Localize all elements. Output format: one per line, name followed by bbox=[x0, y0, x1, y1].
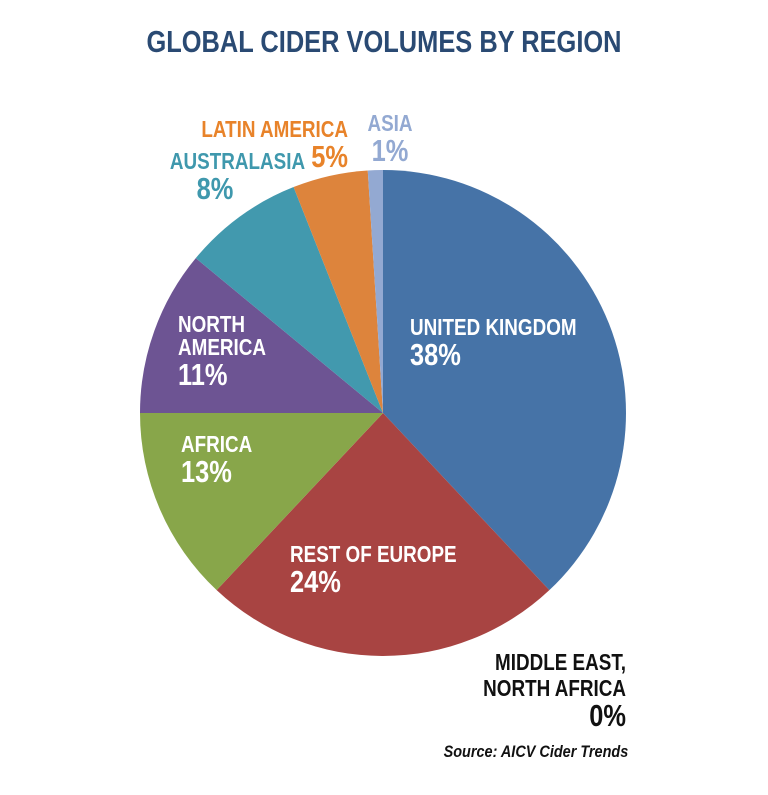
label-percent: 13% bbox=[181, 454, 232, 489]
label-name: LATIN AMERICA bbox=[201, 116, 348, 142]
label-name-line2: AMERICA bbox=[178, 334, 267, 360]
label-united-kingdom: UNITED KINGDOM 38% bbox=[410, 314, 577, 372]
label-rest-of-europe: REST OF EUROPE 24% bbox=[290, 541, 457, 599]
pie-slice-asia bbox=[367, 170, 383, 413]
label-name-line1: NORTH bbox=[178, 311, 246, 337]
label-name: UNITED KINGDOM bbox=[410, 314, 577, 340]
pie-slice-australasia bbox=[195, 187, 383, 413]
label-percent: 5% bbox=[311, 139, 348, 174]
label-north-america: NORTH AMERICA 11% bbox=[178, 311, 267, 392]
label-percent: 1% bbox=[371, 133, 409, 168]
label-name: ASIA bbox=[367, 110, 413, 136]
source-note: Source: AICV Cider Trends bbox=[443, 742, 628, 761]
label-percent: 8% bbox=[196, 171, 234, 206]
chart-title: GLOBAL CIDER VOLUMES BY REGION bbox=[146, 24, 622, 59]
label-name: REST OF EUROPE bbox=[290, 541, 457, 567]
label-name-line1: MIDDLE EAST, bbox=[495, 649, 626, 675]
pie-slices bbox=[140, 170, 626, 656]
label-name-line2: NORTH AFRICA bbox=[483, 675, 626, 701]
pie-slice-united-kingdom bbox=[383, 170, 626, 591]
label-africa: AFRICA 13% bbox=[181, 431, 253, 489]
label-asia: ASIA 1% bbox=[365, 110, 414, 168]
label-percent: 24% bbox=[290, 564, 341, 599]
pie-slice-africa bbox=[140, 413, 383, 591]
label-name: AFRICA bbox=[181, 431, 253, 457]
label-middle-east-north-africa: MIDDLE EAST, NORTH AFRICA 0% bbox=[465, 649, 626, 733]
pie-slice-rest-of-europe bbox=[216, 413, 550, 656]
label-latin-america: LATIN AMERICA 5% bbox=[186, 116, 348, 174]
pie-slice-latin-america bbox=[293, 170, 383, 413]
pie-slice-north-america bbox=[140, 258, 383, 413]
label-percent: 0% bbox=[589, 698, 626, 733]
label-percent: 38% bbox=[410, 337, 461, 372]
label-percent: 11% bbox=[178, 357, 228, 392]
